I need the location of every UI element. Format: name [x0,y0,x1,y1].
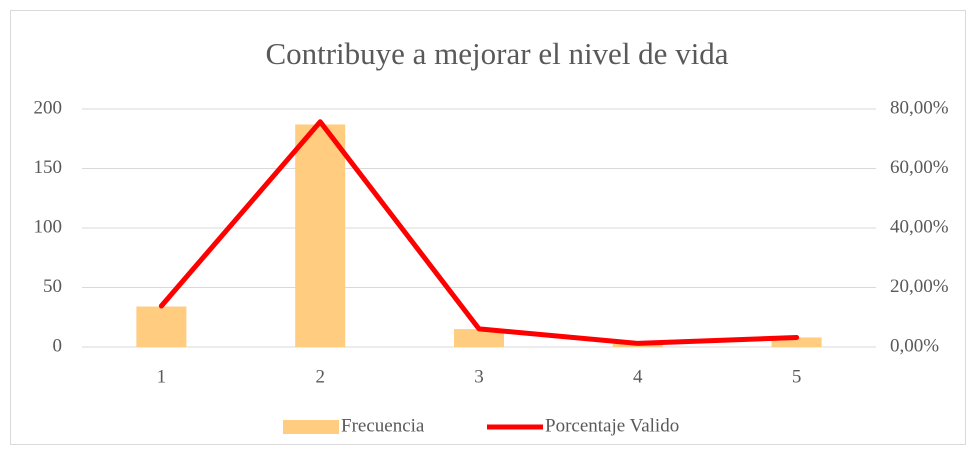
line [158,119,800,346]
y-tick-label: 200 [34,97,63,118]
bar [295,124,346,347]
bar [454,329,504,347]
x-tick-label: 3 [474,366,484,387]
y-tick-label: 100 [34,216,63,237]
y2-tick-label: 40,00% [890,216,949,237]
y-tick-label: 150 [34,157,63,178]
y2-tick-label: 20,00% [890,276,949,297]
y2-tick-label: 80,00% [890,97,949,118]
bar [771,337,822,347]
x-tick-label: 5 [792,366,802,387]
legend-swatch [283,420,339,434]
bar [136,306,187,347]
legend-label: Frecuencia [341,415,425,436]
x-tick-label: 2 [315,366,325,387]
x-tick-label: 1 [157,366,167,387]
y2-tick-label: 60,00% [890,157,949,178]
legend-label: Porcentaje Valido [545,415,679,436]
y2-tick-label: 0,00% [890,335,939,356]
y-tick-label: 50 [43,276,62,297]
y-tick-label: 0 [53,335,63,356]
chart-title: Contribuye a mejorar el nivel de vida [265,36,728,71]
x-tick-label: 4 [633,366,643,387]
